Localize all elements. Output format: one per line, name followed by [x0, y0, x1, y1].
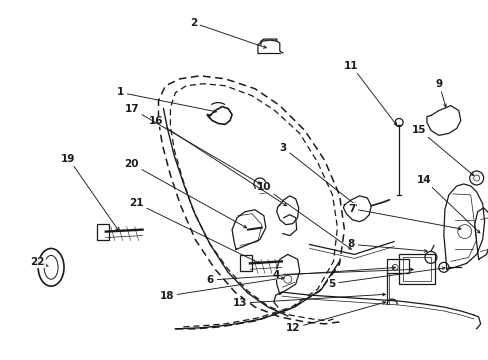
Text: 5: 5	[328, 267, 444, 289]
Text: 13: 13	[232, 293, 385, 308]
Text: 8: 8	[347, 239, 427, 252]
Text: 1: 1	[117, 87, 216, 113]
Bar	[402, 257, 430, 281]
Bar	[398, 255, 434, 284]
Text: 4: 4	[272, 268, 412, 280]
Bar	[386, 260, 408, 273]
Text: 6: 6	[206, 266, 394, 285]
Text: 20: 20	[124, 159, 246, 228]
Text: 15: 15	[411, 125, 473, 176]
Text: 16: 16	[148, 116, 286, 206]
Text: 12: 12	[285, 302, 385, 333]
Text: 2: 2	[189, 18, 266, 48]
Text: 7: 7	[347, 203, 460, 230]
Text: 22: 22	[31, 257, 48, 267]
Text: 11: 11	[344, 61, 396, 125]
Text: 10: 10	[256, 182, 350, 249]
Bar	[240, 255, 251, 271]
Text: 18: 18	[159, 277, 284, 301]
Text: 14: 14	[416, 175, 479, 233]
Text: 21: 21	[129, 198, 260, 264]
Text: 9: 9	[434, 78, 446, 107]
Bar	[97, 224, 108, 239]
Text: 17: 17	[124, 104, 260, 184]
Text: 3: 3	[279, 143, 356, 206]
Text: 19: 19	[61, 154, 118, 230]
